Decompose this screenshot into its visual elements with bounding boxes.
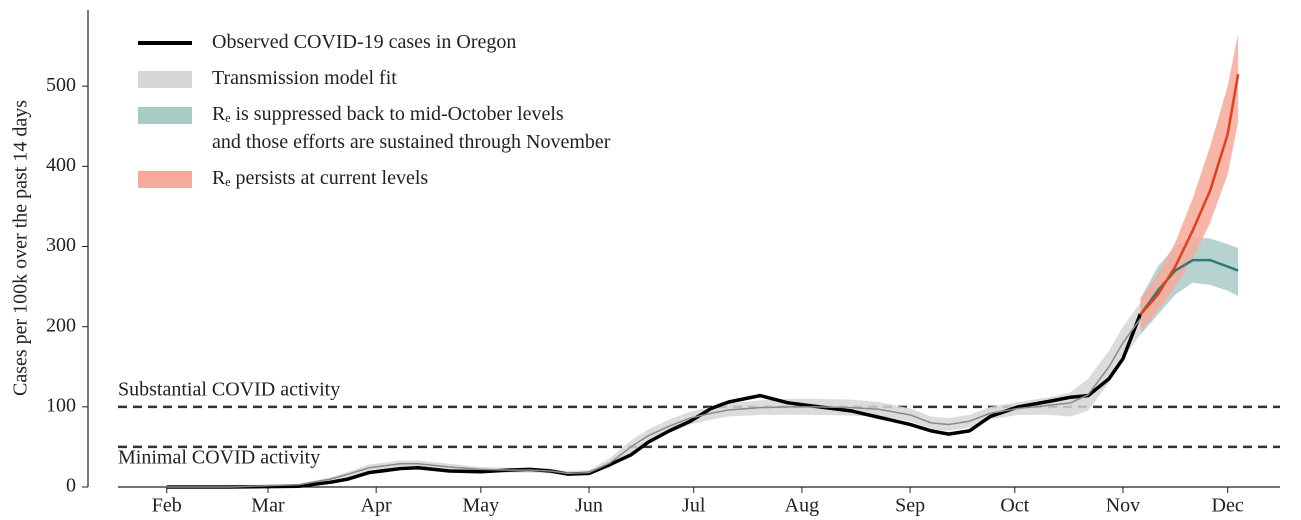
legend-label-line: Rₑ is suppressed back to mid-October lev… bbox=[212, 103, 564, 125]
series-line bbox=[1139, 258, 1239, 316]
x-tick-label: Dec bbox=[1212, 495, 1244, 517]
x-tick-label: Nov bbox=[1106, 495, 1140, 517]
legend-label-line: Transmission model fit bbox=[212, 67, 397, 89]
legend-label: Observed COVID-19 cases in Oregon bbox=[212, 31, 516, 53]
y-tick-label: 400 bbox=[46, 154, 76, 176]
x-tick-label: May bbox=[463, 495, 500, 517]
x-tick-label: Apr bbox=[361, 495, 392, 517]
reference-label: Substantial COVID activity bbox=[118, 378, 340, 400]
legend-label: Rₑ persists at current levels bbox=[212, 167, 428, 189]
y-tick-label: 100 bbox=[46, 394, 76, 416]
legend-swatch bbox=[138, 107, 192, 124]
y-tick-label: 300 bbox=[46, 234, 76, 256]
series-line bbox=[1139, 73, 1240, 316]
legend-label: Transmission model fit bbox=[212, 67, 397, 89]
legend-label: Rₑ is suppressed back to mid-October lev… bbox=[212, 103, 611, 153]
legend-swatch bbox=[138, 71, 192, 88]
x-tick-label: Jul bbox=[682, 495, 706, 517]
legend-label-line: Observed COVID-19 cases in Oregon bbox=[212, 31, 516, 53]
x-tick-label: Sep bbox=[895, 495, 925, 517]
x-tick-label: Feb bbox=[152, 495, 182, 517]
y-tick-label: 200 bbox=[46, 314, 76, 336]
y-tick-label: 0 bbox=[66, 475, 76, 497]
x-tick-label: Jun bbox=[575, 495, 603, 517]
x-tick-label: Oct bbox=[1000, 495, 1029, 517]
series-line bbox=[166, 318, 1142, 488]
legend-label-line: and those efforts are sustained through … bbox=[212, 131, 611, 153]
reference-label: Minimal COVID activity bbox=[118, 447, 320, 469]
legend-swatch bbox=[138, 171, 192, 188]
x-tick-label: Aug bbox=[785, 495, 819, 517]
y-axis-label: Cases per 100k over the past 14 days bbox=[10, 100, 32, 396]
x-tick-label: Mar bbox=[251, 495, 285, 517]
legend-label-line: Rₑ persists at current levels bbox=[212, 167, 428, 189]
y-tick-label: 500 bbox=[46, 74, 76, 96]
